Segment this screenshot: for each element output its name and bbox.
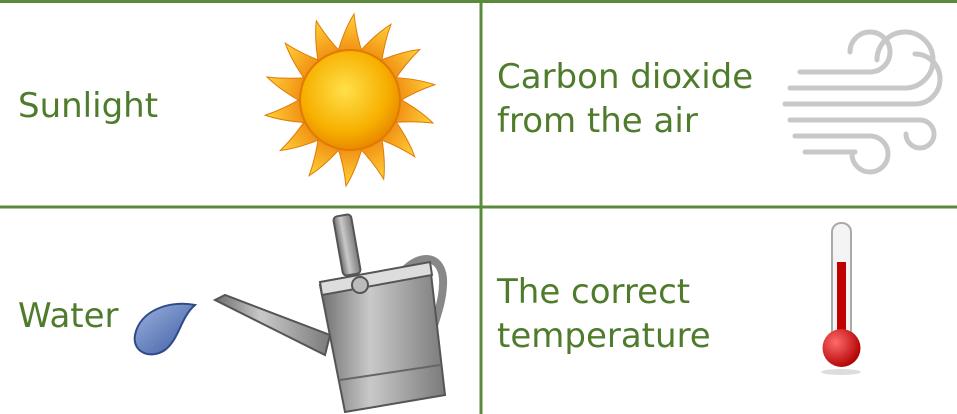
sun-icon [263, 14, 436, 186]
watering-can-icon [215, 214, 445, 412]
drop-icon [135, 304, 195, 355]
wind-icon [785, 32, 940, 172]
thermometer-icon [821, 223, 861, 375]
cell-text: Water [18, 296, 119, 336]
needs-table: Sunlight Carbon dioxidefrom the air Wate… [0, 0, 957, 414]
sun-ray [337, 145, 363, 186]
cell-text: Sunlight [18, 86, 158, 126]
sun-ray [337, 14, 363, 55]
